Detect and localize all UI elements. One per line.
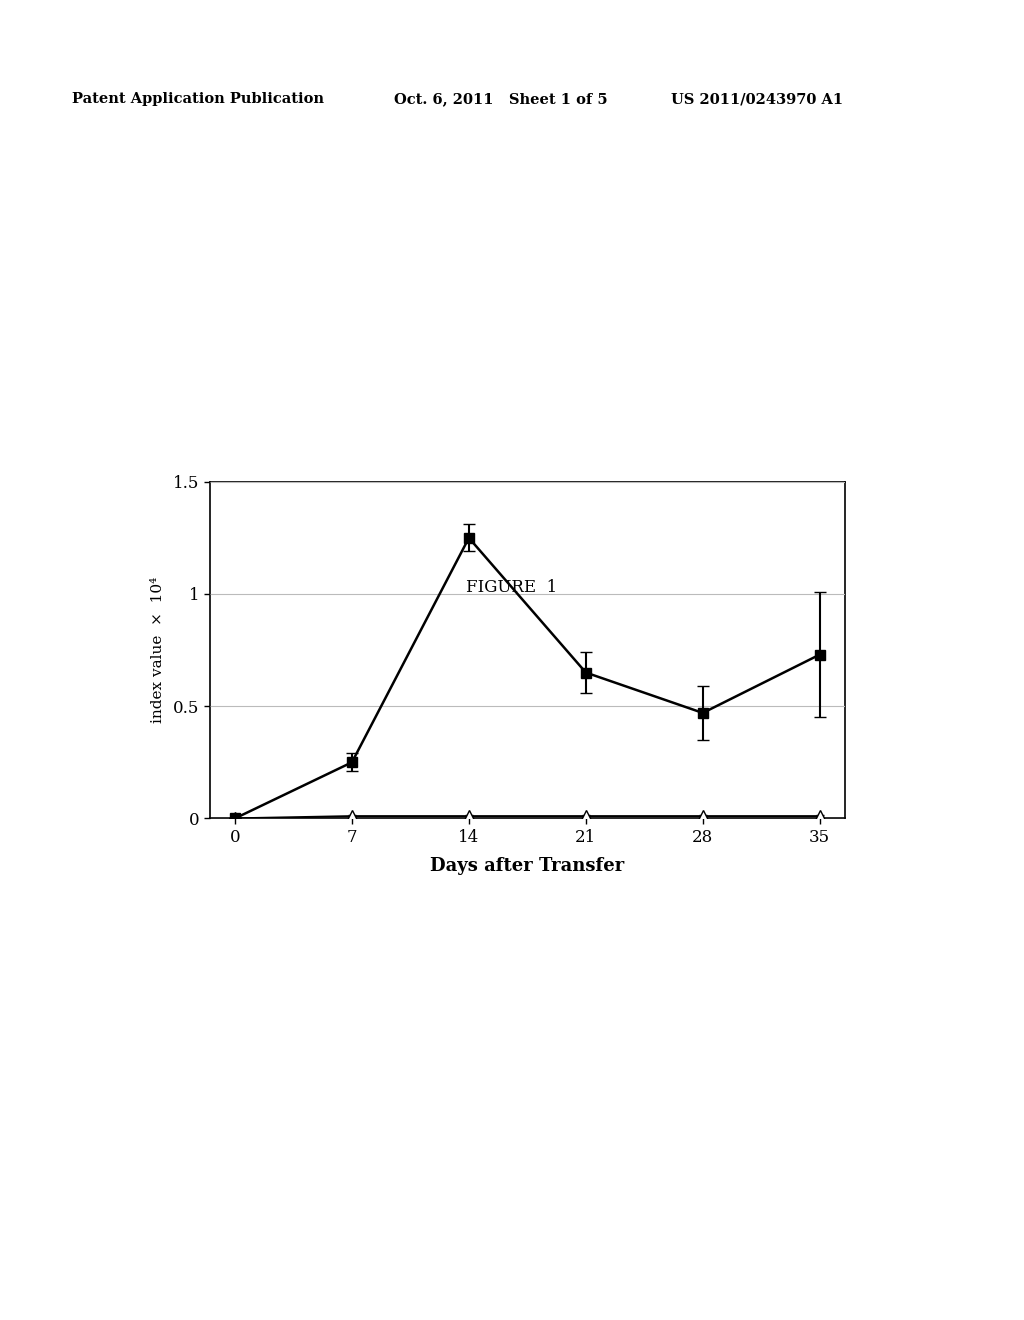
Text: FIGURE  1: FIGURE 1	[466, 579, 558, 595]
X-axis label: Days after Transfer: Days after Transfer	[430, 857, 625, 875]
Text: US 2011/0243970 A1: US 2011/0243970 A1	[671, 92, 843, 107]
Y-axis label: index value  ×  10⁴: index value × 10⁴	[151, 577, 165, 723]
Text: Oct. 6, 2011   Sheet 1 of 5: Oct. 6, 2011 Sheet 1 of 5	[394, 92, 608, 107]
Text: Patent Application Publication: Patent Application Publication	[72, 92, 324, 107]
